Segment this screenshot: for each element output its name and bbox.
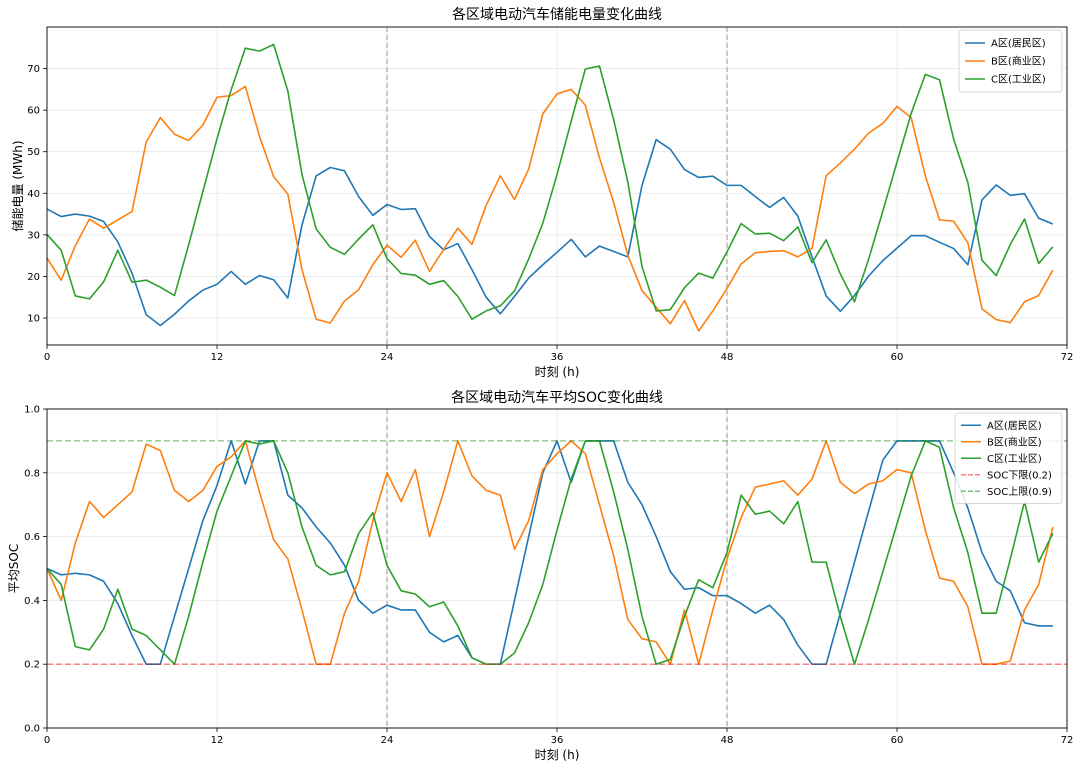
y-tick-label: 0.0: [24, 724, 40, 735]
y-tick-label: 0.4: [24, 596, 40, 607]
x-tick-label: 0: [44, 352, 50, 363]
y-tick-label: 0.2: [24, 660, 40, 671]
y-tick-label: 40: [27, 189, 40, 200]
y-tick-label: 60: [27, 106, 40, 117]
x-tick-label: 24: [381, 352, 394, 363]
x-tick-label: 0: [44, 735, 50, 746]
legend-box: [954, 412, 1063, 504]
series-line: [46, 440, 1054, 666]
legend-label: SOC上限(0.9): [987, 486, 1052, 498]
x-tick-label: 48: [721, 352, 734, 363]
legend-label: C区(工业区): [987, 453, 1042, 465]
legend-label: A区(居民区): [987, 420, 1042, 432]
x-tick-label: 12: [211, 735, 224, 746]
y-tick-label: 0.8: [24, 468, 40, 479]
legend-label: C区(工业区): [991, 74, 1046, 86]
x-axis-label: 时刻 (h): [535, 365, 580, 379]
x-axis-label: 时刻 (h): [535, 748, 580, 762]
legend-label: SOC下限(0.2): [987, 469, 1052, 481]
x-tick-label: 36: [551, 735, 564, 746]
y-axis-label: 储能电量 (MWh): [10, 140, 25, 231]
y-tick-label: 50: [27, 147, 40, 158]
y-tick-label: 20: [27, 272, 40, 283]
legend-label: B区(商业区): [991, 55, 1046, 68]
series-line: [46, 85, 1054, 332]
y-tick-label: 70: [27, 64, 40, 75]
y-axis-label: 平均SOC: [7, 544, 21, 593]
x-tick-label: 72: [1061, 352, 1074, 363]
legend-box: [958, 29, 1063, 93]
series-line: [46, 440, 1053, 666]
series-line: [46, 440, 1054, 666]
soc-chart: 0 12 24 36 48 60 72 0.0 0.2 0.4 0.6 0.8 1.0 各区域电动汽车平均…: [7, 389, 1073, 762]
energy-chart: 0 12 24 36 48 60 72 10 20 30 40 50 60 70 各区域电动汽车储能电量变化…: [10, 6, 1073, 379]
y-tick-label: 30: [27, 230, 40, 241]
x-tick-label: 36: [551, 352, 564, 363]
x-tick-label: 48: [721, 735, 734, 746]
series-line: [46, 43, 1054, 321]
legend-label: A区(居民区): [991, 38, 1046, 50]
chart-title: 各区域电动汽车储能电量变化曲线: [452, 6, 662, 23]
y-tick-label: 10: [27, 313, 40, 324]
series-line: [46, 138, 1054, 327]
y-tick-label: 0.6: [24, 532, 40, 543]
x-tick-label: 60: [891, 735, 904, 746]
chart-title: 各区域电动汽车平均SOC变化曲线: [451, 389, 663, 406]
x-tick-label: 12: [211, 352, 224, 363]
x-tick-label: 72: [1061, 735, 1074, 746]
y-tick-label: 1.0: [24, 405, 40, 416]
x-tick-label: 60: [891, 352, 904, 363]
x-tick-label: 24: [381, 735, 394, 746]
legend-label: B区(商业区): [987, 435, 1042, 448]
